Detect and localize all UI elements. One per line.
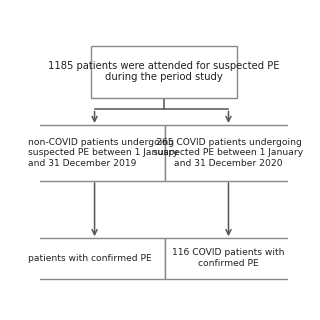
FancyBboxPatch shape xyxy=(165,124,292,181)
FancyBboxPatch shape xyxy=(165,238,292,278)
FancyBboxPatch shape xyxy=(24,238,165,278)
FancyBboxPatch shape xyxy=(91,46,237,98)
Text: 116 COVID patients with
confirmed PE: 116 COVID patients with confirmed PE xyxy=(172,249,285,268)
Text: 265 COVID patients undergoing
suspected PE between 1 January
and 31 December 202: 265 COVID patients undergoing suspected … xyxy=(153,138,304,168)
Text: 1185 patients were attended for suspected PE
during the period study: 1185 patients were attended for suspecte… xyxy=(48,61,280,83)
Text: non-COVID patients undergoing
suspected PE between 1 January
and 31 December 201: non-COVID patients undergoing suspected … xyxy=(28,138,178,168)
FancyBboxPatch shape xyxy=(24,124,165,181)
Text: patients with confirmed PE: patients with confirmed PE xyxy=(28,254,151,263)
